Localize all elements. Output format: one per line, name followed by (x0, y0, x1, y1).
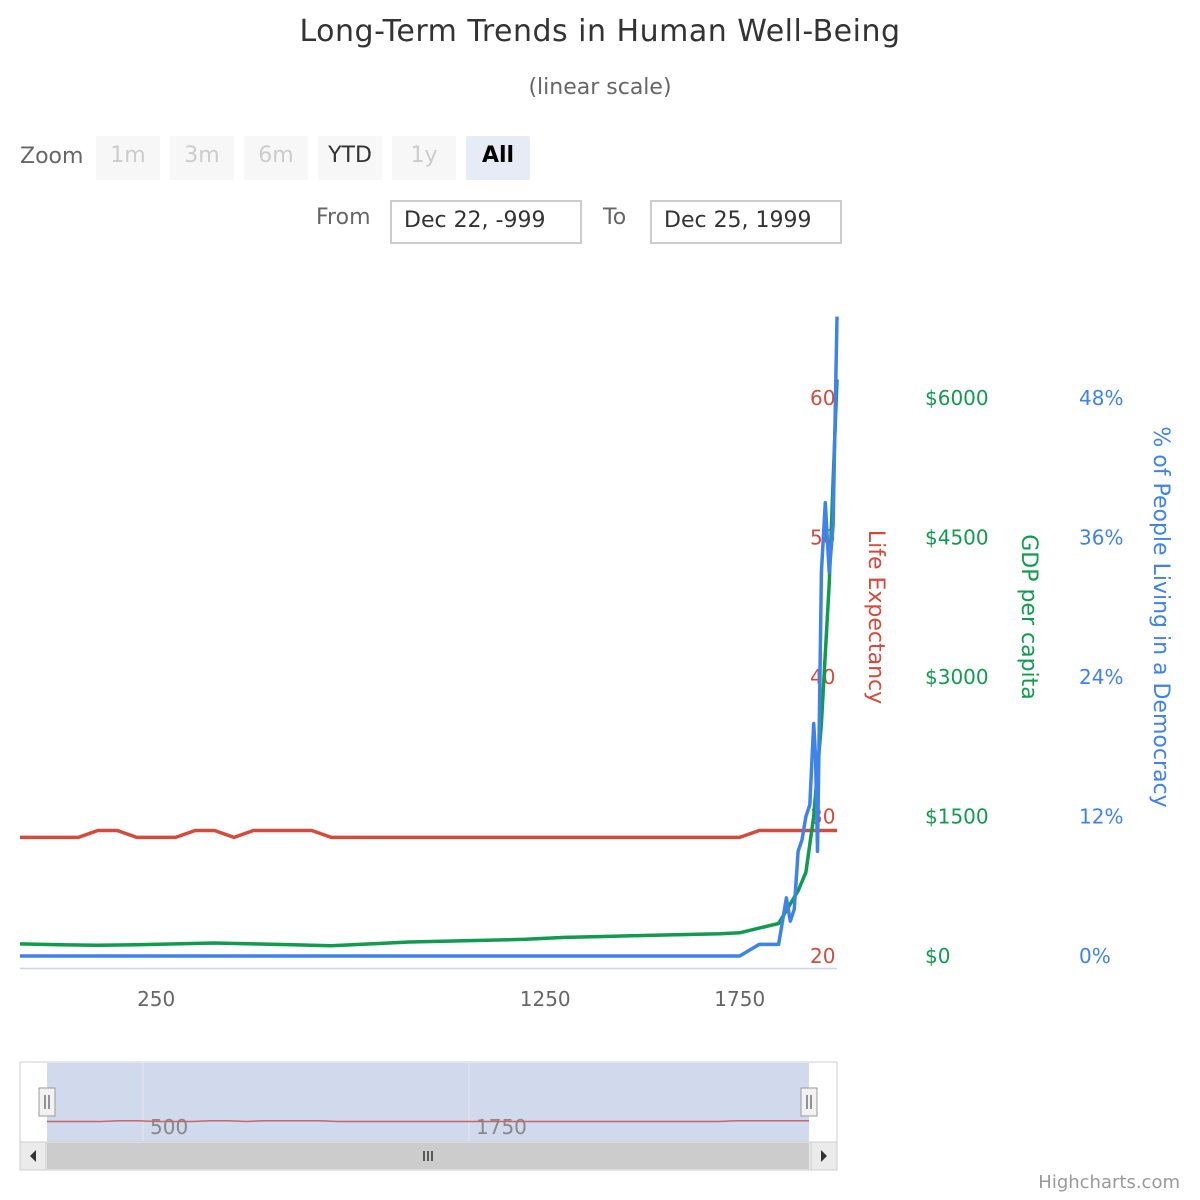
to-label: To (603, 205, 627, 230)
to-date-input[interactable]: Dec 25, 1999 (650, 200, 842, 244)
zoom-6m-button[interactable]: 6m (244, 136, 308, 180)
y-tick-label-2: 24% (1079, 665, 1123, 689)
y-tick-label-0: 20 (810, 944, 835, 968)
series-line-life[interactable] (20, 828, 837, 840)
navigator[interactable]: 500 1750 (19, 1061, 838, 1143)
series-line-democracy[interactable] (20, 316, 839, 958)
y-tick-label-1: $6000 (925, 386, 989, 410)
from-date-input[interactable]: Dec 22, -999 (390, 200, 582, 244)
navigator-tick-label: 500 (150, 1115, 188, 1139)
navigator-mask[interactable] (47, 1063, 809, 1142)
navigator-tick-label: 1750 (476, 1115, 527, 1139)
x-tick-label: 1250 (520, 987, 571, 1011)
x-tick-label: 250 (137, 987, 175, 1011)
navigator-left-handle[interactable] (38, 1087, 56, 1117)
y-tick-label-2: 0% (1079, 944, 1111, 968)
scrollbar-track[interactable] (19, 1141, 838, 1171)
y-tick-label-0: 50 (810, 526, 835, 550)
y-tick-label-2: 12% (1079, 805, 1123, 829)
y-tick-label-0: 40 (810, 665, 835, 689)
chart-title: Long-Term Trends in Human Well-Being (299, 14, 901, 49)
arrow-right-icon (821, 1150, 827, 1162)
navigator-right-handle[interactable] (800, 1087, 818, 1117)
navigator-frame (19, 1061, 838, 1143)
zoom-1y-button[interactable]: 1y (392, 136, 456, 180)
series-line-gdp[interactable] (19, 379, 839, 948)
chart-subtitle: (linear scale) (528, 75, 672, 100)
navigator-series-line (47, 1119, 809, 1123)
y-tick-label-2: 48% (1079, 386, 1123, 410)
y-tick-label-1: $4500 (925, 526, 989, 550)
scrollbar-right-button[interactable] (810, 1141, 838, 1171)
zoom-all-button[interactable]: All (466, 136, 530, 180)
credits-link[interactable]: Highcharts.com (1038, 1172, 1180, 1193)
from-label: From (316, 205, 371, 230)
axes-layer: 250 1250 1750 20 30 40 50 60 Life Expectancy $0 $1… (20, 386, 1173, 1011)
zoom-3m-button[interactable]: 3m (170, 136, 234, 180)
zoom-label: Zoom (20, 144, 84, 169)
scrollbar-thumb[interactable] (47, 1143, 809, 1169)
y-tick-label-1: $3000 (925, 665, 989, 689)
arrow-left-icon (30, 1150, 36, 1162)
y-tick-label-1: $1500 (925, 805, 989, 829)
y-axis-title-0: Life Expectancy (863, 530, 888, 704)
zoom-ytd-button[interactable]: YTD (318, 136, 382, 180)
scrollbar-left-button[interactable] (19, 1141, 47, 1171)
x-tick-label: 1750 (714, 987, 765, 1011)
y-tick-label-1: $0 (925, 944, 950, 968)
zoom-1m-button[interactable]: 1m (96, 136, 160, 180)
y-axis-title-1: GDP per capita (1016, 534, 1041, 700)
scrollbar[interactable] (19, 1141, 838, 1171)
y-tick-label-0: 60 (810, 386, 835, 410)
series-layer (19, 316, 839, 958)
y-tick-label-0: 30 (810, 805, 835, 829)
y-tick-label-2: 36% (1079, 526, 1123, 550)
y-axis-title-2: % of People Living in a Democracy (1148, 426, 1173, 807)
